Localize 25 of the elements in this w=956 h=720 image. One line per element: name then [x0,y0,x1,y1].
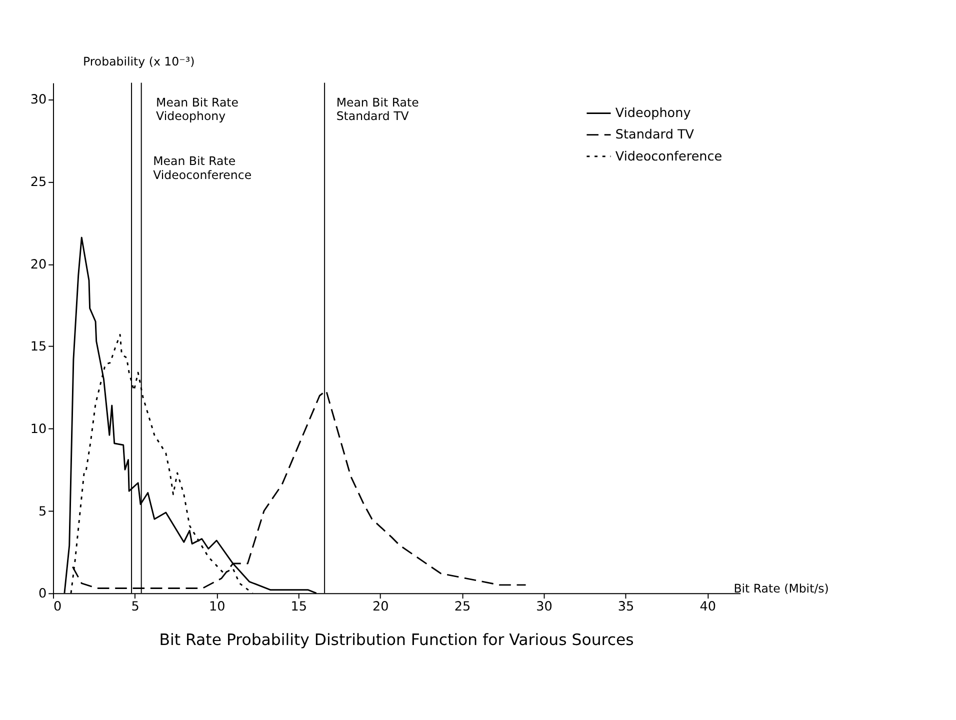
x-tick-label: 0 [53,599,62,614]
ref-line-label: Mean Bit Rate Videoconference [153,154,252,182]
x-tick-label: 10 [208,599,226,614]
y-tick-label: 0 [38,586,47,602]
legend-label: Videophony [615,106,692,122]
x-tick-label: 40 [700,599,716,614]
y-tick-label: 25 [30,174,47,190]
legend-label: Standard TV [615,128,694,143]
y-tick-label: 5 [38,504,47,520]
x-tick-label: 25 [454,599,471,614]
x-tick-label: 5 [131,599,140,614]
x-axis-title: Bit Rate (Mbit/s) [734,582,829,596]
text: Bit Rate Probability Distribution Function for Various Sources [159,630,634,650]
y-axis-title: Probability (x 10⁻³) [82,54,195,69]
y-tick-label: 30 [30,92,47,108]
y-tick-label: 20 [30,257,47,272]
legend-label: Videoconference [615,149,722,164]
x-tick-label: 15 [290,599,307,614]
x-tick-label: 20 [372,599,389,614]
ref-line-label: Mean Bit Rate Videophony [156,95,239,124]
x-tick-label: 30 [536,599,552,614]
ref-line-label: Mean Bit Rate Standard TV [336,95,419,124]
y-tick-label: 15 [30,340,47,355]
y-tick-label: 10 [30,422,47,437]
x-tick-label: 35 [618,599,634,614]
